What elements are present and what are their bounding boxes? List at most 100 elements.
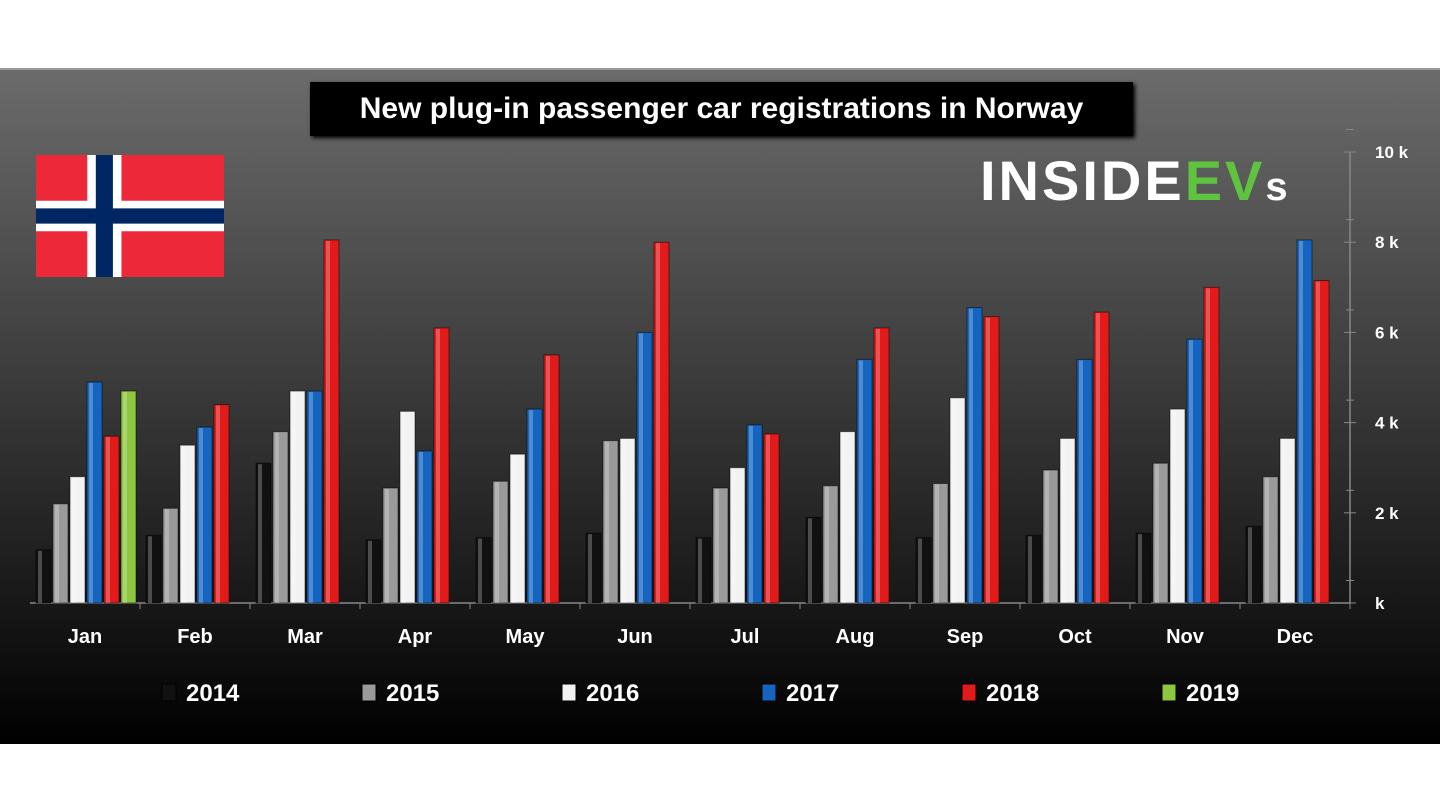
legend-swatch-2015 xyxy=(361,683,377,702)
bar-2014-May xyxy=(475,537,492,604)
bar-2017-Sep xyxy=(966,307,983,604)
norway-flag-icon xyxy=(36,155,224,277)
bar-2015-May xyxy=(492,480,509,604)
bar-highlight xyxy=(258,464,262,603)
chart-title: New plug-in passenger car registrations … xyxy=(310,82,1133,136)
bar-highlight xyxy=(918,538,922,603)
bar-2017-May xyxy=(526,408,543,604)
bar-highlight xyxy=(529,410,533,603)
bar-highlight xyxy=(986,317,990,603)
bar-2017-Aug xyxy=(856,358,873,604)
bar-2018-May xyxy=(543,354,560,604)
bar-2015-Mar xyxy=(272,431,289,604)
legend-swatch-2017 xyxy=(761,683,777,702)
bar-2016-Oct xyxy=(1059,437,1076,604)
bar-2018-Oct xyxy=(1093,311,1110,604)
bar-2018-Apr xyxy=(433,327,450,604)
bar-2015-Jul xyxy=(712,487,729,604)
bar-highlight xyxy=(478,538,482,603)
bar-highlight xyxy=(72,477,76,603)
x-tick-label: Dec xyxy=(1277,626,1314,648)
x-tick-label: Aug xyxy=(836,626,875,648)
bar-2015-Dec xyxy=(1262,476,1279,604)
bar-highlight xyxy=(1155,464,1159,603)
bar-highlight xyxy=(1316,281,1320,603)
bar-highlight xyxy=(1028,536,1032,603)
bar-highlight xyxy=(952,398,956,603)
insideevs-logo: INSIDEEVs xyxy=(980,148,1291,213)
bar-highlight xyxy=(55,504,59,603)
bar-2017-Jul xyxy=(746,424,763,604)
x-tick-label: Jun xyxy=(617,626,653,648)
x-tick-label: Sep xyxy=(947,626,984,648)
bar-highlight xyxy=(495,482,499,603)
legend-label: 2017 xyxy=(786,680,839,707)
bar-highlight xyxy=(1045,470,1049,603)
bar-2018-Sep xyxy=(983,316,1000,604)
legend-label: 2016 xyxy=(586,680,639,707)
bar-2018-Jul xyxy=(763,433,780,604)
bar-highlight xyxy=(766,434,770,603)
bar-2017-Mar xyxy=(306,390,323,604)
bar-2018-Jun xyxy=(653,241,670,604)
bar-highlight xyxy=(326,240,330,603)
logo-text-ev: EV xyxy=(1184,149,1266,212)
bar-2015-Jun xyxy=(602,440,619,604)
bar-highlight xyxy=(1138,534,1142,603)
bar-2014-Jan xyxy=(35,549,52,604)
bar-highlight xyxy=(639,333,643,603)
bar-2016-Apr xyxy=(399,410,416,604)
bar-2015-Apr xyxy=(382,487,399,604)
x-tick-label: Apr xyxy=(398,626,433,648)
legend-label: 2019 xyxy=(1186,680,1239,707)
bar-2016-Aug xyxy=(839,431,856,604)
bar-highlight xyxy=(698,538,702,603)
bar-highlight xyxy=(106,437,110,603)
bar-2018-Feb xyxy=(213,404,230,604)
legend-label: 2015 xyxy=(386,680,439,707)
x-tick-label: Jul xyxy=(731,626,760,648)
bar-highlight xyxy=(825,486,829,603)
bar-2014-Nov xyxy=(1135,532,1152,604)
bar-2016-Dec xyxy=(1279,437,1296,604)
bar-highlight xyxy=(969,308,973,603)
legend-swatch-2019 xyxy=(1161,683,1177,702)
bar-2015-Nov xyxy=(1152,462,1169,604)
x-tick-label: May xyxy=(506,626,546,648)
bar-2014-Aug xyxy=(805,516,822,604)
bar-highlight xyxy=(1172,410,1176,603)
bar-2015-Jan xyxy=(52,503,69,604)
bar-highlight xyxy=(1189,340,1193,603)
y-tick-label: 4 k xyxy=(1375,414,1399,433)
bar-highlight xyxy=(715,488,719,603)
bar-highlight xyxy=(1248,527,1252,603)
bar-2016-Sep xyxy=(949,397,966,604)
x-tick-label: Nov xyxy=(1166,626,1205,648)
bar-2018-Dec xyxy=(1313,280,1330,604)
bar-2017-Jun xyxy=(636,331,653,604)
x-tick-label: Jan xyxy=(68,626,102,648)
legend-swatch-2014 xyxy=(161,683,177,702)
x-tick-label: Mar xyxy=(287,626,323,648)
x-tick-label: Oct xyxy=(1058,626,1092,648)
bar-highlight xyxy=(876,328,880,603)
bar-highlight xyxy=(605,441,609,603)
bar-2017-Apr xyxy=(416,450,433,604)
bar-2014-Sep xyxy=(915,537,932,604)
bar-highlight xyxy=(656,243,660,603)
bar-highlight xyxy=(182,446,186,603)
bar-highlight xyxy=(368,540,372,603)
bar-2016-Nov xyxy=(1169,408,1186,604)
bar-highlight xyxy=(1079,360,1083,603)
y-tick-label: 8 k xyxy=(1375,233,1399,252)
bar-2015-Oct xyxy=(1042,469,1059,604)
bar-highlight xyxy=(309,392,313,603)
bar-highlight xyxy=(859,360,863,603)
y-tick-label: 6 k xyxy=(1375,323,1399,342)
bar-2014-Jun xyxy=(585,532,602,604)
bar-2016-Jan xyxy=(69,476,86,604)
bar-highlight xyxy=(89,383,93,603)
bar-highlight xyxy=(1282,439,1286,603)
bar-2017-Nov xyxy=(1186,338,1203,604)
